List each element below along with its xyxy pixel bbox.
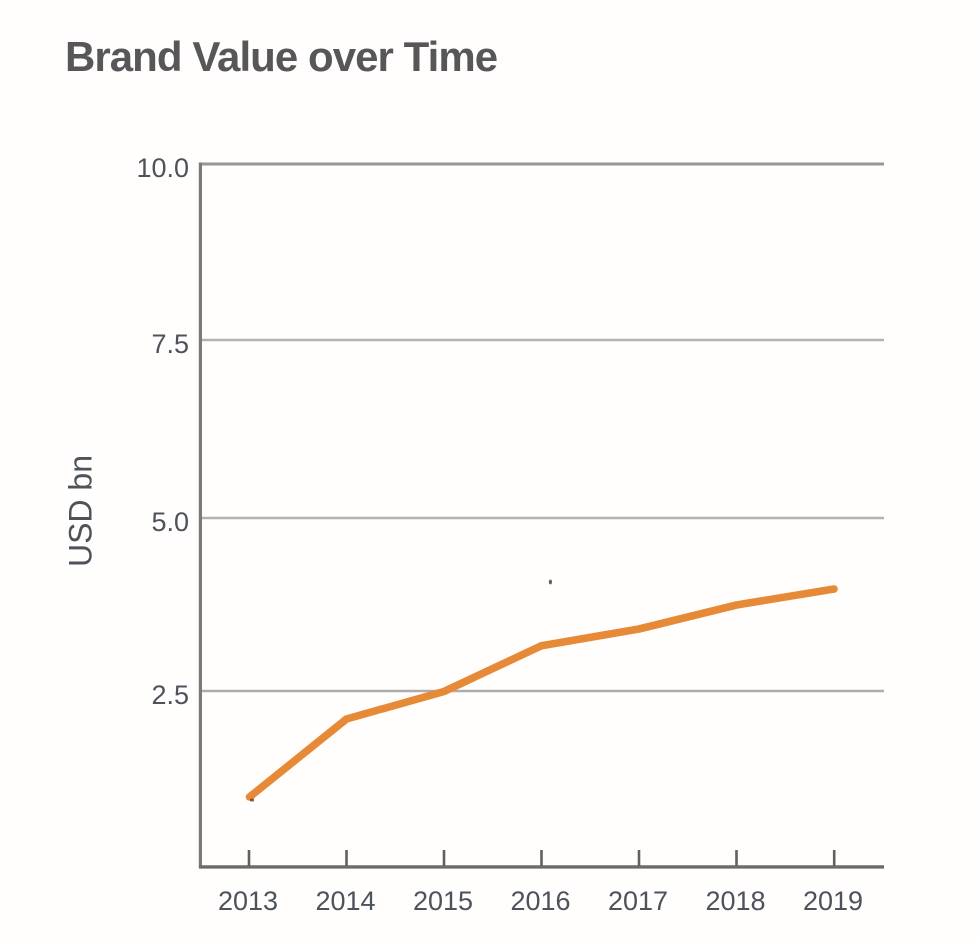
svg-text:2013: 2013: [218, 886, 278, 916]
svg-text:2019: 2019: [803, 886, 863, 916]
svg-text:2.5: 2.5: [151, 680, 189, 710]
svg-text:Brand Value over Time: Brand Value over Time: [65, 33, 497, 80]
svg-text:2017: 2017: [608, 886, 668, 916]
svg-text:2015: 2015: [413, 886, 473, 916]
svg-text:2016: 2016: [510, 886, 570, 916]
svg-text:10.0: 10.0: [136, 153, 189, 183]
svg-text:5.0: 5.0: [151, 507, 189, 537]
svg-text:2018: 2018: [705, 886, 765, 916]
svg-text:2014: 2014: [315, 886, 375, 916]
svg-text:7.5: 7.5: [151, 329, 189, 359]
svg-text:USD bn: USD bn: [63, 455, 99, 567]
